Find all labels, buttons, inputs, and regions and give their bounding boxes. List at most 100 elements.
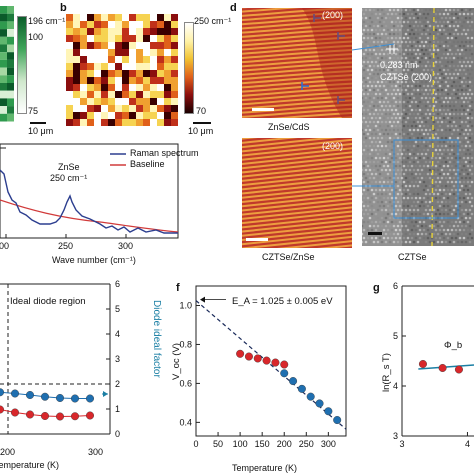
panel-f-xtick-label: 150	[255, 439, 270, 449]
tem-atom	[392, 24, 396, 28]
tem-atom	[424, 120, 428, 124]
tem-atom	[446, 60, 450, 64]
tem-atom	[362, 64, 364, 68]
tem-atom	[412, 72, 416, 76]
panel-f-point	[333, 416, 342, 425]
tem-atom	[416, 152, 420, 156]
tem-atom	[364, 96, 368, 100]
tem-atom	[448, 40, 452, 44]
tem-atom	[450, 236, 454, 240]
tem-atom	[468, 56, 472, 60]
panel-e-y2tick-label: 5	[115, 304, 120, 314]
tem-atom	[374, 124, 378, 128]
tem-atom	[428, 72, 432, 76]
tem-atom	[376, 192, 380, 196]
tem-atom	[442, 12, 446, 16]
tem-atom	[462, 148, 466, 152]
map-b-pixel	[87, 42, 95, 50]
tem-atom	[454, 212, 458, 216]
panel-f-point	[244, 352, 253, 361]
tem-atom	[470, 228, 474, 232]
tem-atom	[424, 128, 428, 132]
tem-atom	[388, 120, 392, 124]
tem-atom	[414, 116, 418, 120]
tem-atom	[468, 40, 472, 44]
tem-atom	[376, 48, 380, 52]
tem-atom	[378, 220, 382, 224]
panel-b-colorbar-max: 250 cm⁻¹	[194, 16, 232, 26]
map-b-pixel	[80, 63, 88, 71]
tem-atom	[396, 240, 400, 244]
tem-atom	[458, 116, 462, 120]
panel-f-arrowhead	[200, 296, 205, 303]
tem-atom	[362, 108, 366, 112]
tem-atom	[470, 140, 474, 144]
fft-fringe-line	[242, 18, 352, 32]
tem-atom	[458, 236, 462, 240]
tem-atom	[374, 188, 378, 192]
tem-atom	[460, 24, 464, 28]
tem-atom	[450, 44, 454, 48]
tem-atom	[392, 64, 396, 68]
tem-atom	[362, 96, 364, 100]
tem-atom	[438, 204, 442, 208]
tem-atom	[380, 136, 384, 140]
tem-atom	[396, 168, 400, 172]
panel-b-colorbar	[184, 22, 194, 114]
tem-atom	[444, 48, 448, 52]
tem-atom	[364, 112, 368, 116]
tem-atom	[462, 172, 466, 176]
tem-atom	[460, 88, 464, 92]
tem-atom	[368, 16, 372, 20]
tem-atom	[430, 140, 434, 144]
tem-atom	[394, 140, 398, 144]
tem-atom	[370, 92, 374, 96]
tem-atom	[392, 72, 396, 76]
tem-atom	[466, 92, 470, 96]
map-b-pixel	[129, 98, 137, 106]
tem-atom	[422, 124, 426, 128]
tem-atom	[378, 124, 382, 128]
tem-atom	[420, 120, 424, 124]
map-b-pixel	[66, 119, 74, 126]
tem-atom	[370, 156, 374, 160]
tem-atom	[420, 64, 424, 68]
tem-atom	[410, 68, 414, 72]
tem-atom	[390, 20, 394, 24]
tem-atom	[390, 212, 394, 216]
tem-atom	[362, 80, 364, 84]
tem-atom	[362, 188, 366, 192]
map-b-pixel	[73, 14, 81, 22]
tem-atom	[460, 96, 464, 100]
tem-atom	[412, 64, 416, 68]
panel-c-peak-wavenumber: 250 cm⁻¹	[50, 173, 88, 183]
map-b-pixel	[73, 98, 81, 106]
tem-atom	[434, 148, 438, 152]
tem-atom	[368, 24, 372, 28]
map-b-pixel	[87, 28, 95, 36]
tem-atom	[470, 116, 474, 120]
tem-atom	[422, 68, 426, 72]
panel-b-raman-map	[66, 14, 178, 126]
tem-atom	[408, 168, 412, 172]
panel-a-colorbar-max: 196 cm⁻¹	[28, 16, 66, 26]
tem-atom	[440, 48, 444, 52]
tem-atom	[414, 236, 418, 240]
tem-atom	[434, 196, 438, 200]
tem-atom	[398, 212, 402, 216]
tem-atom	[456, 40, 460, 44]
tem-atom	[424, 80, 428, 84]
map-a-pixel	[7, 52, 14, 60]
map-b-pixel	[157, 28, 165, 36]
panel-e-point	[56, 412, 65, 421]
tem-atom	[446, 148, 450, 152]
tem-atom	[384, 120, 388, 124]
tem-atom	[390, 196, 394, 200]
tem-atom	[368, 200, 372, 204]
tem-atom	[362, 28, 366, 32]
map-b-pixel	[94, 112, 102, 120]
tem-atom	[458, 188, 462, 192]
map-b-pixel	[136, 28, 144, 36]
tem-atom	[446, 196, 450, 200]
tem-atom	[418, 68, 422, 72]
